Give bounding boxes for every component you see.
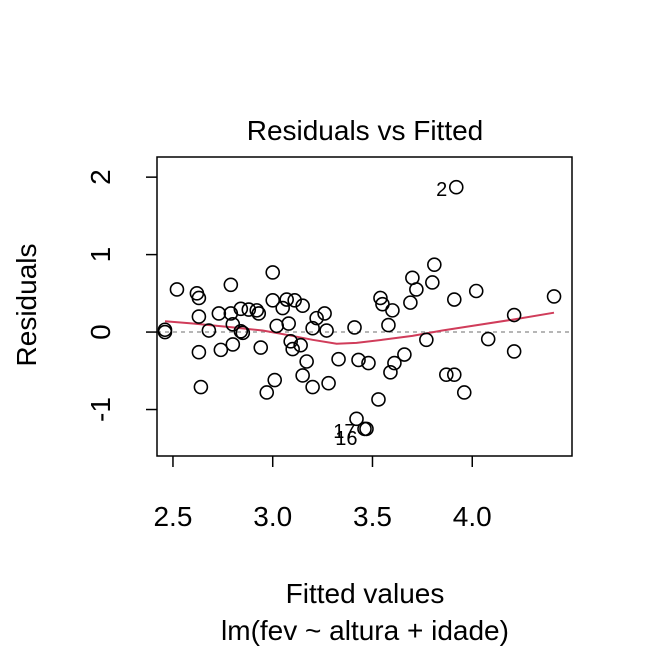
residual-point [211, 306, 227, 321]
residual-point [409, 282, 424, 297]
residual-point [191, 309, 207, 324]
residual-point [351, 352, 366, 368]
residual-point [225, 337, 241, 352]
residual-point [385, 303, 400, 318]
residual-point [446, 292, 462, 307]
residual-point [349, 411, 364, 427]
outlier-label: 17 [333, 421, 355, 443]
outlier-label: 2 [436, 179, 447, 201]
residual-point [295, 298, 310, 314]
residual-point [361, 355, 376, 371]
y-tick-label: -1 [85, 397, 116, 422]
residual-point [321, 375, 336, 391]
y-axis-label: Residuals [11, 244, 42, 367]
residual-point [233, 323, 249, 339]
chart-subtitle: lm(fev ~ altura + idade) [221, 615, 509, 646]
chart-title: Residuals vs Fitted [247, 115, 484, 146]
residual-point [397, 347, 412, 362]
residual-point [427, 257, 442, 272]
residual-point [468, 283, 484, 299]
x-axis-label: Fitted values [286, 578, 445, 609]
residual-point [403, 295, 418, 310]
residual-point [319, 323, 334, 338]
y-tick-label: 1 [85, 247, 116, 263]
plot-frame [156, 156, 573, 457]
residual-point [305, 320, 320, 336]
residual-point [317, 306, 332, 321]
residual-point [157, 324, 173, 340]
residual-point [359, 421, 374, 437]
residual-point [191, 344, 207, 360]
residual-point [281, 316, 296, 331]
residual-point [191, 290, 207, 306]
residual-point [387, 355, 402, 371]
residual-point [241, 302, 257, 317]
outlier-label: 16 [335, 428, 357, 450]
residual-point [305, 379, 320, 395]
residual-point [259, 385, 275, 400]
residual-point [279, 292, 294, 307]
x-tick-label: 3.5 [353, 501, 392, 532]
y-tick-label: 0 [85, 324, 116, 340]
x-tick-label: 3.0 [253, 501, 292, 532]
residual-point [233, 301, 249, 317]
residual-point [275, 300, 290, 316]
residual-point [293, 337, 308, 353]
residual-point [371, 392, 386, 407]
residual-point [223, 277, 239, 293]
residual-point [383, 365, 398, 380]
residual-point [419, 332, 434, 348]
residual-point [265, 293, 281, 308]
residual-point [506, 344, 522, 359]
x-tick-label: 2.5 [153, 501, 192, 532]
residual-point [287, 293, 302, 308]
residual-point [251, 306, 267, 321]
residual-point [347, 320, 362, 335]
residual-point [425, 275, 440, 290]
residual-point [267, 372, 283, 388]
residual-point [283, 334, 298, 349]
residual-point [193, 379, 209, 395]
residual-point [213, 342, 229, 358]
residual-point [480, 331, 496, 347]
y-tick-label: 2 [85, 169, 116, 185]
residual-point [446, 367, 462, 382]
residual-point [235, 325, 251, 341]
residual-point [249, 303, 265, 318]
residual-point [381, 317, 396, 333]
residual-point [506, 307, 522, 323]
residual-point [201, 323, 217, 338]
residual-point [295, 368, 310, 383]
residual-point [373, 290, 388, 306]
x-tick-label: 4.0 [453, 501, 492, 532]
residual-point [456, 385, 472, 400]
residual-point [546, 289, 562, 304]
residual-point [299, 354, 314, 369]
residual-point [448, 179, 464, 195]
residual-point [265, 265, 281, 280]
residual-point [169, 282, 185, 297]
residual-point [331, 351, 346, 367]
residual-point [253, 340, 269, 355]
residual-point [285, 341, 300, 357]
residual-point [309, 310, 324, 326]
residual-point [439, 367, 454, 382]
